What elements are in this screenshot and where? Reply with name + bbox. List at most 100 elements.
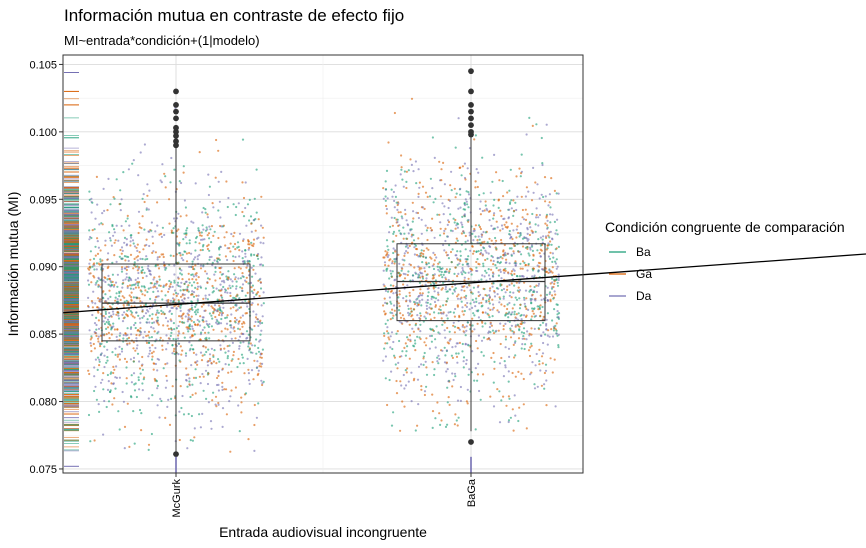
data-point: [110, 333, 113, 336]
data-point: [482, 262, 485, 265]
data-point: [466, 258, 469, 261]
data-point: [184, 352, 188, 355]
data-point: [463, 326, 466, 329]
x-axis-title: Entrada audiovisual incongruente: [219, 524, 427, 540]
data-point: [226, 258, 229, 262]
data-point: [412, 210, 415, 213]
data-point: [454, 413, 457, 416]
data-point: [504, 269, 507, 272]
data-point: [245, 266, 248, 269]
data-point: [519, 222, 522, 225]
data-point: [234, 304, 237, 307]
data-point: [537, 327, 540, 330]
data-point: [518, 235, 521, 238]
data-point: [91, 229, 94, 232]
data-point: [211, 399, 214, 402]
data-point: [531, 293, 534, 296]
data-point: [507, 252, 510, 255]
data-point: [431, 361, 434, 364]
data-point: [170, 312, 173, 315]
data-point: [428, 347, 431, 350]
data-point: [463, 309, 466, 313]
data-point: [115, 224, 118, 227]
data-point: [387, 264, 390, 267]
data-point: [431, 217, 434, 220]
data-point: [511, 371, 514, 375]
data-point: [247, 372, 250, 375]
data-point: [151, 358, 154, 361]
data-point: [454, 266, 457, 269]
data-point: [491, 285, 494, 288]
data-point: [431, 187, 434, 190]
data-point: [414, 342, 417, 345]
data-point: [452, 324, 455, 327]
data-point: [253, 288, 256, 291]
data-point: [384, 355, 387, 358]
data-point: [527, 190, 530, 193]
data-point: [545, 248, 548, 251]
data-point: [103, 365, 106, 369]
y-tick-label: 0.090: [29, 262, 57, 274]
data-point: [491, 180, 494, 183]
data-point: [196, 282, 199, 285]
data-point: [384, 322, 387, 325]
data-point: [549, 221, 552, 224]
data-point: [440, 168, 443, 171]
data-point: [89, 440, 92, 443]
data-point: [244, 294, 247, 297]
data-point: [445, 370, 448, 373]
data-point: [255, 352, 258, 355]
data-point: [411, 274, 415, 277]
data-point: [444, 288, 447, 291]
data-point: [144, 289, 147, 292]
data-point: [400, 154, 403, 157]
data-point: [140, 429, 143, 432]
data-point: [464, 258, 467, 261]
data-point: [166, 305, 169, 308]
data-point: [241, 356, 244, 359]
data-point: [214, 279, 217, 282]
data-point: [112, 382, 115, 386]
data-point: [397, 224, 400, 227]
data-point: [502, 297, 505, 300]
data-point: [421, 272, 424, 275]
data-point: [252, 310, 255, 313]
data-point: [202, 228, 205, 231]
data-point: [465, 190, 468, 193]
data-point: [129, 287, 132, 290]
data-point: [537, 224, 540, 227]
data-point: [469, 302, 472, 305]
data-point: [432, 287, 435, 290]
data-point: [170, 331, 173, 334]
data-point: [204, 287, 207, 290]
data-point: [533, 383, 536, 386]
data-point: [148, 336, 151, 339]
data-point: [450, 354, 453, 357]
y-rug: [64, 72, 79, 467]
box: [101, 263, 251, 342]
data-point: [141, 276, 144, 279]
data-point: [445, 314, 448, 317]
data-point: [88, 229, 91, 232]
data-point: [204, 369, 208, 372]
data-point: [545, 324, 548, 327]
data-point: [419, 314, 422, 317]
data-point: [549, 230, 552, 233]
data-point: [490, 324, 493, 327]
data-point: [170, 156, 173, 160]
data-point: [199, 234, 202, 237]
data-point: [196, 255, 199, 258]
data-point: [420, 267, 423, 270]
data-point: [180, 273, 183, 276]
data-point: [197, 229, 200, 232]
data-point: [233, 231, 236, 234]
data-point: [241, 272, 244, 275]
data-point: [190, 344, 193, 347]
data-point: [442, 161, 445, 164]
data-point: [535, 207, 538, 210]
data-point: [190, 319, 193, 322]
data-point: [405, 170, 408, 173]
data-point: [444, 425, 448, 428]
data-point: [536, 249, 539, 252]
data-point: [230, 232, 233, 236]
